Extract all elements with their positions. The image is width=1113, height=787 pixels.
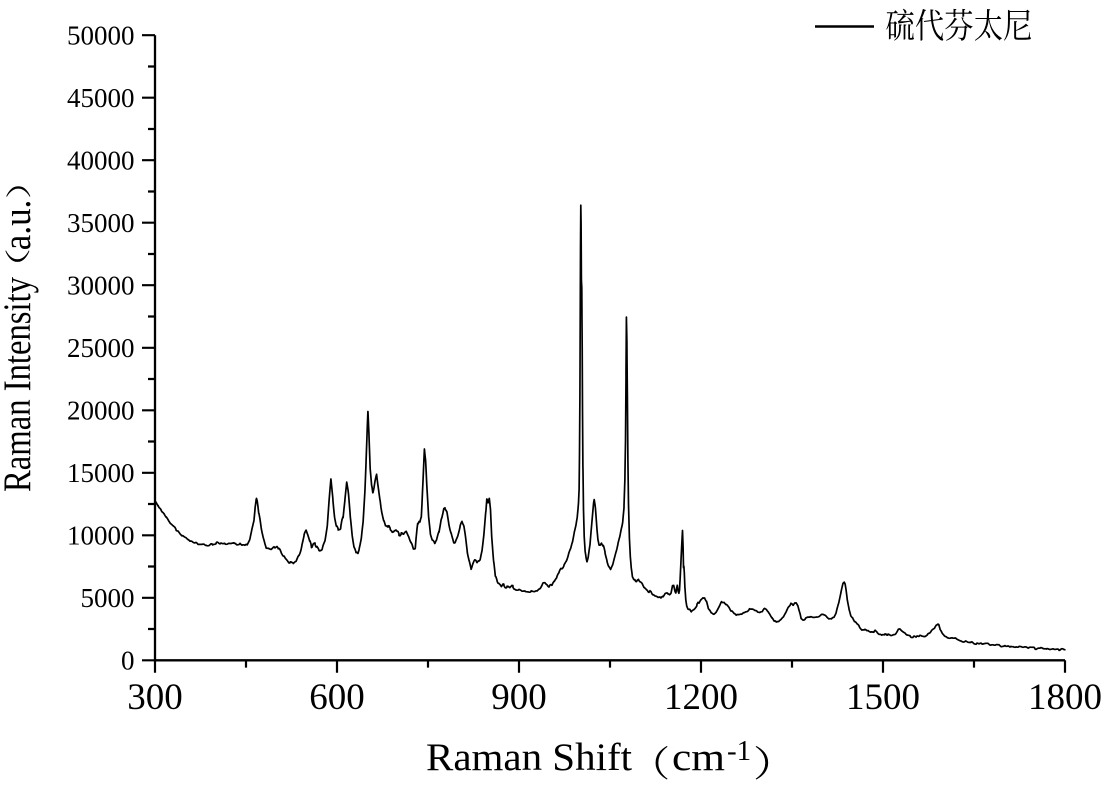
svg-text:5000: 5000 — [81, 583, 135, 613]
svg-text:25000: 25000 — [67, 333, 135, 363]
svg-text:10000: 10000 — [67, 521, 135, 551]
svg-text:-1: -1 — [727, 735, 751, 767]
svg-text:Raman Shift: Raman Shift — [426, 736, 632, 779]
svg-text:a.u.: a.u. — [0, 200, 39, 250]
svg-text:Raman Intensity: Raman Intensity — [0, 277, 39, 492]
svg-text:50000: 50000 — [67, 20, 135, 50]
svg-text:0: 0 — [121, 646, 135, 676]
svg-text:15000: 15000 — [67, 458, 135, 488]
svg-text:1800: 1800 — [1028, 677, 1102, 718]
svg-text:20000: 20000 — [67, 396, 135, 426]
svg-text:900: 900 — [491, 677, 547, 718]
svg-text:1500: 1500 — [846, 677, 920, 718]
svg-text:30000: 30000 — [67, 270, 135, 300]
svg-text:35000: 35000 — [67, 208, 135, 238]
svg-text:45000: 45000 — [67, 83, 135, 113]
svg-text:1200: 1200 — [664, 677, 738, 718]
svg-text:cm: cm — [672, 736, 725, 779]
svg-text:600: 600 — [309, 677, 365, 718]
svg-text:300: 300 — [127, 677, 183, 718]
svg-text:40000: 40000 — [67, 145, 135, 175]
